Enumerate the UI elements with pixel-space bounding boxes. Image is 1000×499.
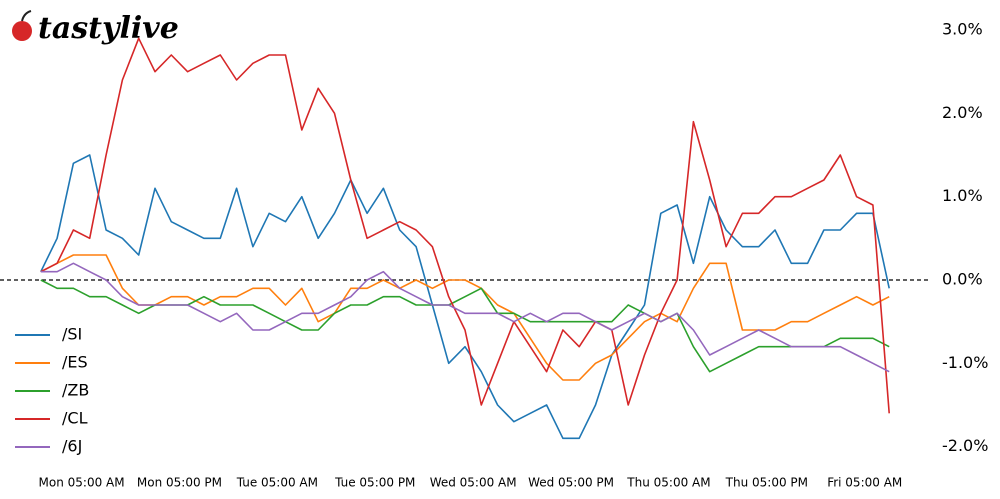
y-tick-label: 0.0% <box>942 270 983 289</box>
x-tick-label: Mon 05:00 AM <box>39 476 125 490</box>
logo: tastylive <box>12 10 179 46</box>
legend-label: /ES <box>62 353 88 372</box>
x-tick-label: Tue 05:00 PM <box>334 476 415 490</box>
x-tick-label: Wed 05:00 AM <box>430 476 517 490</box>
series-line <box>40 262 890 373</box>
y-tick-label: 2.0% <box>942 103 983 122</box>
legend-label: /6J <box>62 437 82 456</box>
y-tick-label: -1.0% <box>942 353 988 372</box>
plot-area: 3.0% 2.0% 1.0% 0.0% -1.0% -2.0% Mon 05:00 AM Mo… <box>0 20 988 490</box>
y-tick-label: 3.0% <box>942 20 983 39</box>
logo-cherry <box>12 21 32 41</box>
x-tick-label: Mon 05:00 PM <box>137 476 222 490</box>
series-line <box>40 154 890 440</box>
logo-stem <box>21 10 32 22</box>
series-line <box>40 279 890 373</box>
y-tick-label: -2.0% <box>942 436 988 455</box>
logo-text: tastylive <box>38 11 179 46</box>
y-tick-label: 1.0% <box>942 186 983 205</box>
x-tick-label: Thu 05:00 AM <box>626 476 710 490</box>
x-tick-label: Fri 05:00 AM <box>827 476 902 490</box>
x-tick-label: Tue 05:00 AM <box>236 476 318 490</box>
legend-label: /CL <box>62 409 88 428</box>
x-tick-label: Wed 05:00 PM <box>528 476 614 490</box>
series-line <box>40 37 890 414</box>
legend-label: /ZB <box>62 381 89 400</box>
legend-label: /SI <box>62 325 82 344</box>
series-line <box>40 254 890 381</box>
x-tick-label: Thu 05:00 PM <box>725 476 808 490</box>
